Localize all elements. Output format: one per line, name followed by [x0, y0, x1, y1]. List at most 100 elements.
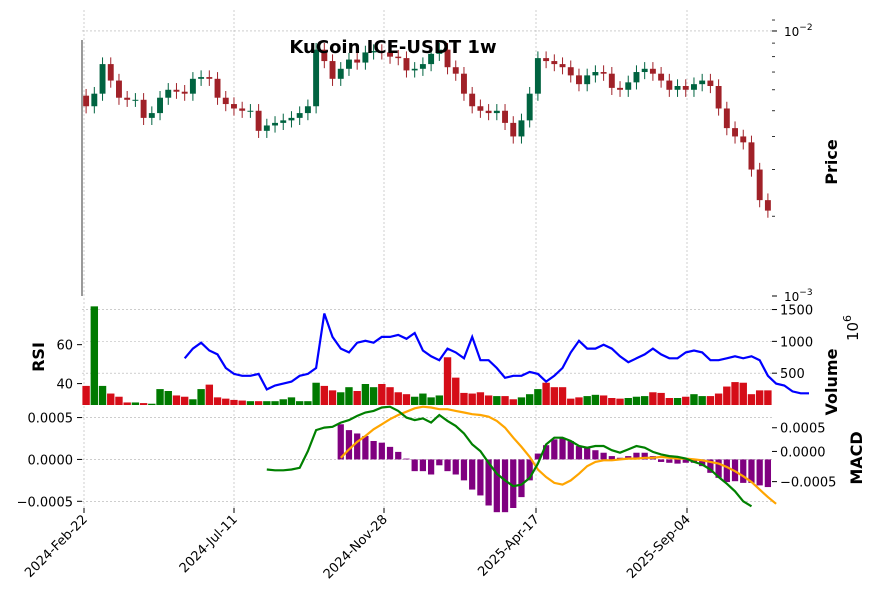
candle-body	[214, 78, 221, 98]
rsi-axis-label: RSI	[29, 342, 48, 372]
macd-panel	[266, 405, 777, 513]
signal-line	[340, 405, 777, 505]
macd-histogram-bar	[657, 459, 665, 462]
candle-body	[748, 142, 755, 170]
candle-body	[313, 49, 320, 107]
candle-body	[395, 56, 402, 59]
volume-panel	[82, 306, 772, 405]
candle-body	[617, 87, 623, 90]
candle-body	[378, 51, 385, 53]
volume-bar	[402, 394, 411, 405]
volume-bar	[271, 401, 279, 405]
candle-body	[132, 99, 139, 101]
volume-bar	[312, 382, 320, 405]
candle-body	[91, 93, 98, 107]
candle-body	[526, 93, 533, 121]
x-tick-label: 2024-Feb-22	[22, 512, 91, 581]
candle-body	[723, 108, 730, 129]
volume-bar	[419, 393, 427, 405]
candle-body	[567, 67, 574, 76]
price-panel	[83, 42, 771, 218]
macd-histogram-bar	[641, 452, 648, 460]
volume-bar	[714, 393, 723, 405]
macd-histogram-bar	[723, 459, 730, 483]
candle-body	[198, 77, 205, 79]
candle-body	[411, 68, 418, 71]
macd-histogram-bar	[707, 459, 714, 473]
candle-body	[140, 99, 147, 118]
macd-histogram-bar	[469, 459, 476, 490]
candle-body	[83, 95, 90, 107]
candle-body	[764, 200, 771, 211]
macd-histogram-bar	[345, 430, 353, 460]
candle-body	[699, 80, 706, 85]
candle-body	[222, 97, 229, 105]
chart-title: KuCoin ICE-USDT 1w	[289, 37, 496, 58]
volume-bar	[427, 397, 435, 405]
macd-histogram-bar	[715, 459, 722, 478]
candle-body	[280, 120, 287, 123]
macd-histogram-bar	[551, 439, 558, 460]
macd-left-tick-label: −0.0005	[17, 495, 73, 510]
macd-line	[266, 405, 753, 508]
macd-right-tick-label: 0.0000	[780, 445, 826, 460]
volume-bar	[107, 393, 115, 405]
volume-bar	[542, 382, 550, 405]
volume-bar	[640, 396, 649, 405]
candle-body	[658, 73, 665, 81]
volume-bar	[98, 385, 107, 405]
candle-body	[452, 67, 459, 74]
candle-body	[559, 64, 566, 68]
volume-bar	[320, 385, 329, 405]
macd-axis-label: MACD	[847, 431, 866, 484]
volume-bar	[665, 398, 674, 405]
macd-histogram-bar	[395, 451, 402, 460]
candle-body	[436, 49, 443, 54]
candle-body	[346, 59, 352, 69]
macd-histogram-bar	[575, 446, 583, 460]
candle-body	[666, 80, 673, 90]
volume-bar	[328, 390, 337, 405]
volume-unit-label: 106	[841, 315, 862, 341]
candle-body	[576, 75, 582, 85]
volume-bar	[164, 391, 172, 405]
volume-tick-label: 1500	[780, 304, 813, 319]
volume-bar	[287, 397, 296, 405]
volume-bar	[131, 402, 140, 405]
volume-bar	[410, 396, 419, 405]
volume-bar	[567, 398, 575, 405]
candle-body	[469, 93, 476, 107]
volume-bar	[608, 398, 616, 405]
candle-body	[189, 78, 196, 94]
volume-bar	[353, 391, 361, 405]
candle-body	[206, 77, 213, 79]
volume-bar	[525, 394, 534, 405]
volume-bar	[386, 387, 394, 405]
macd-histogram-bar	[436, 459, 443, 466]
macd-histogram-bar	[756, 459, 763, 486]
candle-body	[354, 59, 361, 63]
volume-bar	[517, 397, 526, 405]
candle-body	[428, 53, 435, 65]
macd-histogram-bar	[362, 435, 369, 460]
volume-bar	[263, 401, 271, 405]
volume-bar	[460, 392, 468, 405]
macd-histogram-bar	[633, 452, 640, 460]
macd-histogram-bar	[477, 459, 484, 496]
volume-bar	[509, 399, 517, 405]
candle-body	[600, 72, 607, 74]
volume-bar	[246, 401, 255, 405]
volume-bar	[123, 402, 131, 405]
macd-histogram-bar	[403, 458, 410, 460]
candle-body	[510, 122, 517, 137]
candle-body	[633, 72, 640, 83]
volume-bar	[682, 396, 690, 405]
volume-bar	[361, 384, 370, 405]
volume-bar	[690, 394, 698, 405]
macd-histogram-bar	[493, 459, 500, 513]
volume-bar	[657, 392, 665, 405]
macd-histogram-bar	[674, 459, 681, 464]
volume-bar	[337, 392, 345, 405]
volume-bar	[501, 396, 509, 405]
x-tick-label: 2024-Jul-11	[177, 512, 241, 576]
